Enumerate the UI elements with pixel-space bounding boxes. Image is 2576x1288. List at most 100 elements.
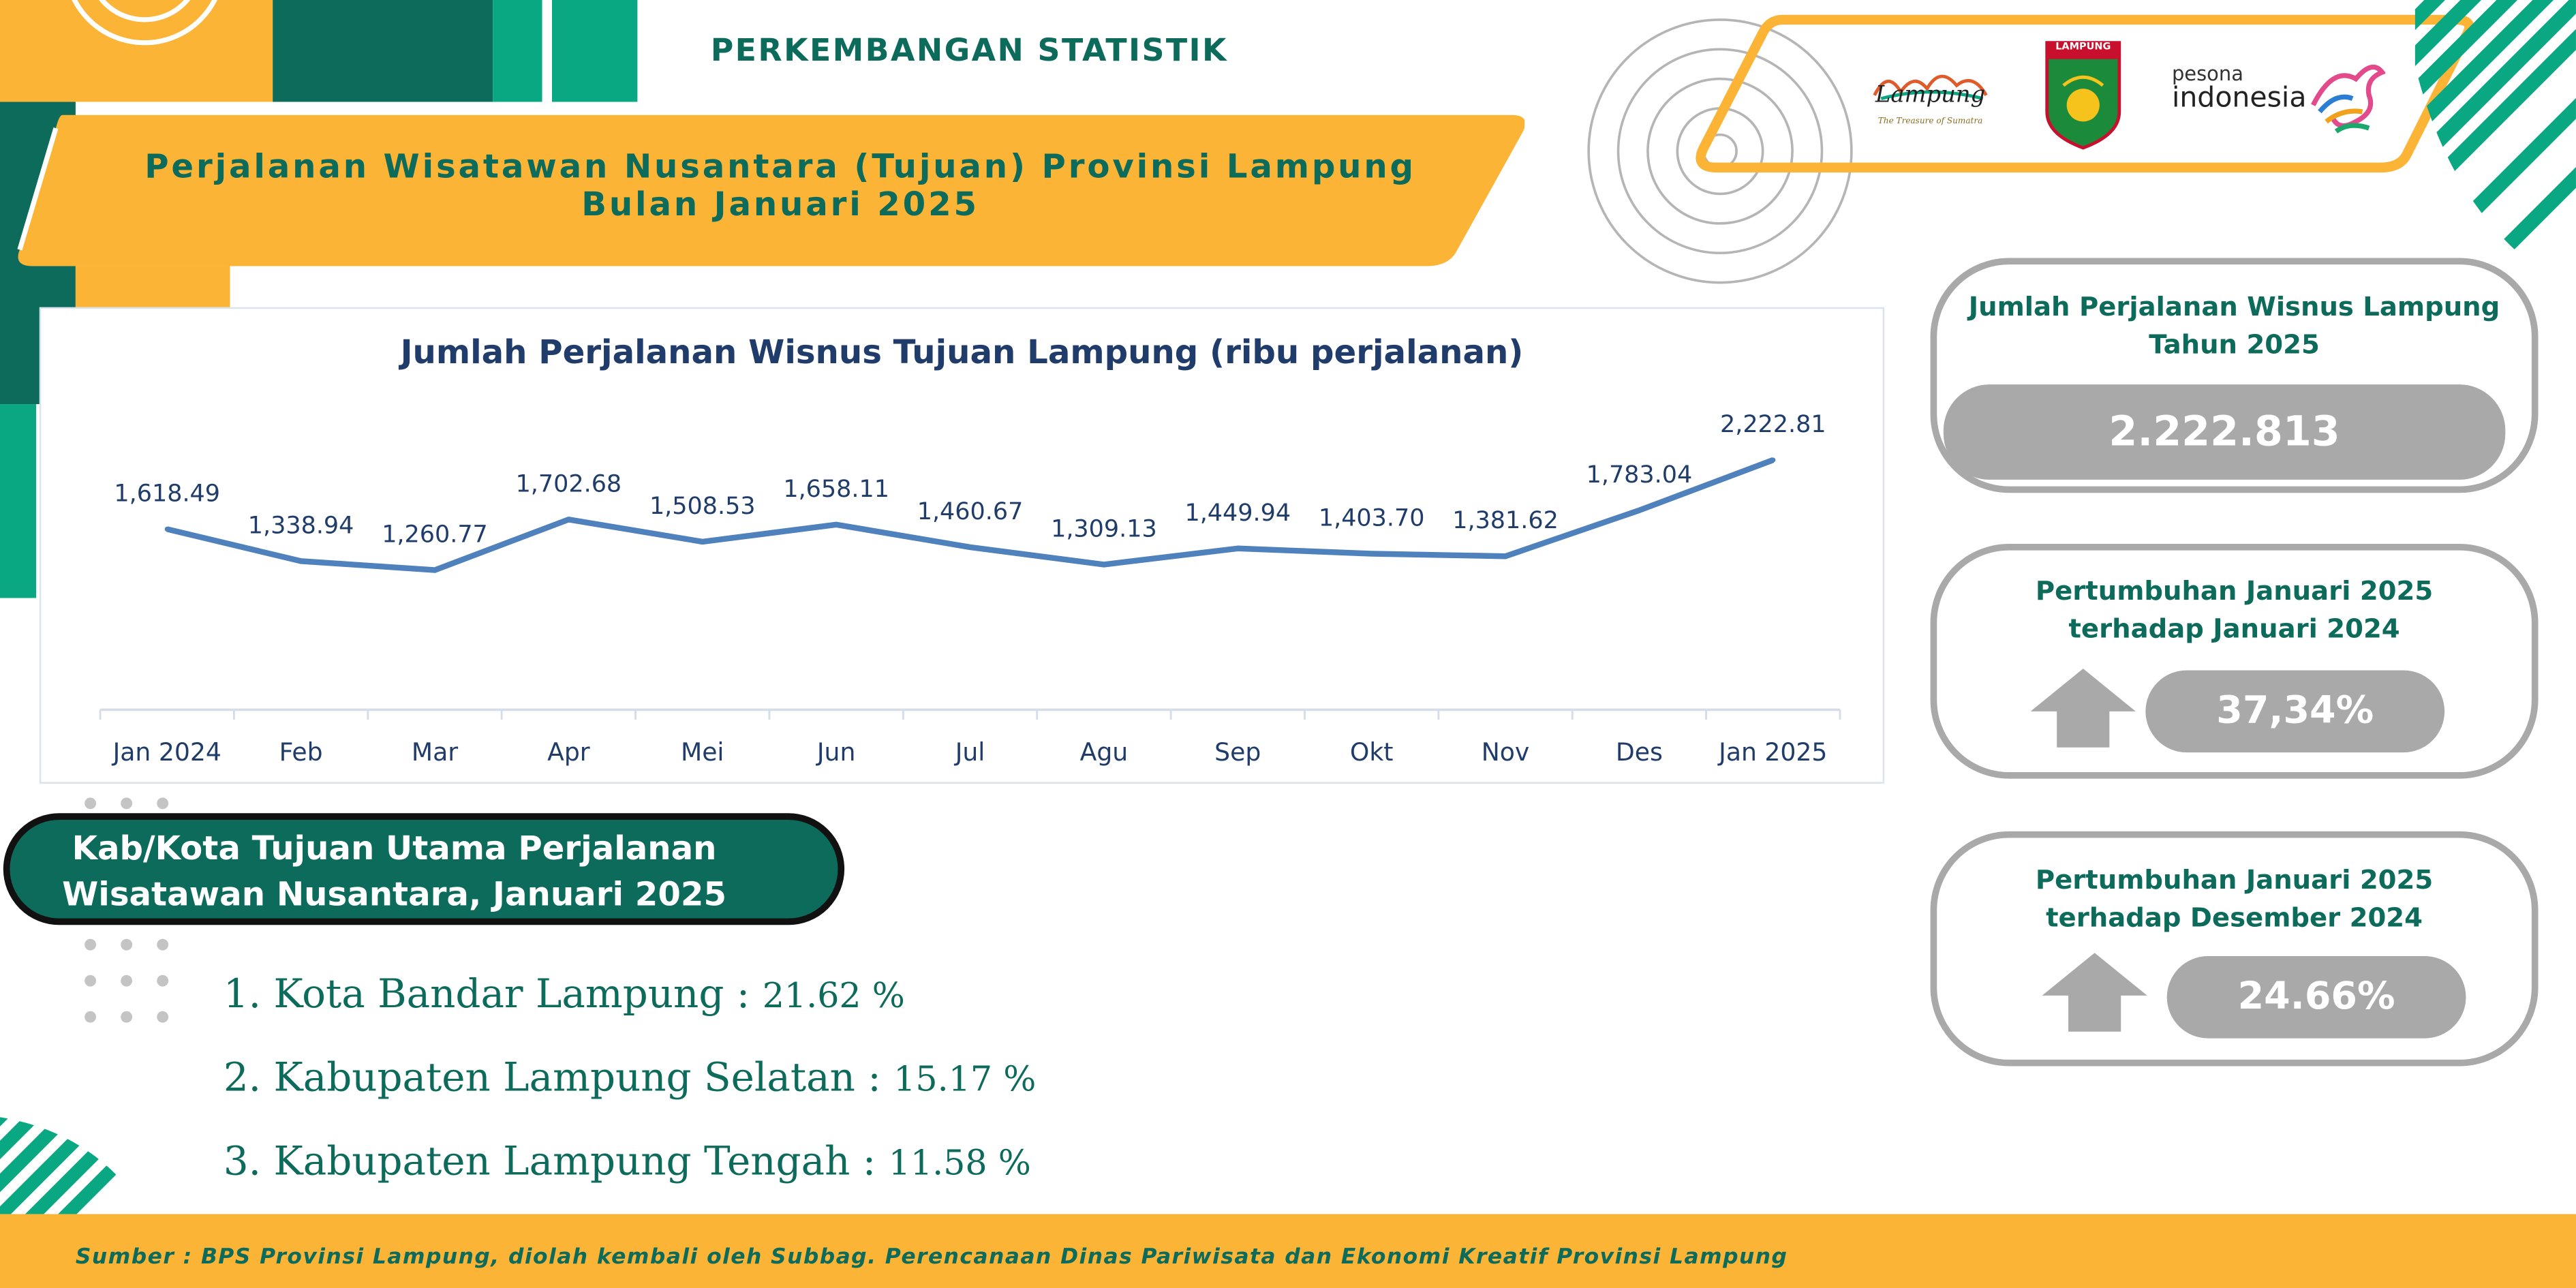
data-label: 1,403.70 [1319, 505, 1425, 532]
data-label: 1,449.94 [1184, 500, 1291, 527]
lampung-logo-text: Lampung [1875, 82, 1986, 109]
total-trips-title-line1: Jumlah Perjalanan Wisnus Lampung [1968, 290, 2500, 322]
data-point [164, 526, 170, 532]
mom-growth-value: 24.66% [2166, 956, 2466, 1039]
line-chart: 1,618.49 Jan 2024 1,338.94 Feb 1,260.77 Mar 1,… [99, 411, 1841, 767]
title-banner [17, 114, 1525, 266]
decor-left-green [0, 404, 37, 598]
data-label: 2,222.81 [1720, 411, 1826, 438]
total-trips-title-line2: Tahun 2025 [2149, 328, 2320, 360]
data-point [566, 517, 571, 522]
destination-separator: : [862, 1138, 876, 1185]
data-point [432, 567, 438, 573]
destination-value: 11.58 % [888, 1143, 1031, 1183]
decor-dots-lower [85, 938, 169, 1023]
destination-value: 15.17 % [893, 1059, 1037, 1099]
data-label: 1,783.04 [1586, 461, 1693, 489]
destination-rank: 2. [223, 1054, 262, 1101]
decor-dots-upper [85, 797, 169, 810]
total-trips-value: 2.222.813 [1943, 384, 2506, 480]
data-point [1770, 457, 1776, 463]
x-tick-label: Jun [816, 737, 856, 767]
destination-rank: 1. [223, 970, 262, 1017]
data-label: 1,260.77 [382, 521, 488, 549]
page-header-title: PERKEMBANGAN STATISTIK [710, 33, 1228, 70]
destination-item-3: 3. Kabupaten Lampung Tengah : 11.58 % [224, 1139, 1031, 1184]
destination-item-1: 1. Kota Bandar Lampung : 21.62 % [224, 971, 905, 1017]
data-point [1101, 562, 1107, 568]
x-tick-label: Apr [547, 737, 590, 767]
decor-teal-block-top [273, 0, 493, 102]
x-tick-label: Mei [681, 737, 724, 767]
data-label: 1,338.94 [248, 512, 354, 539]
x-tick-label: Sep [1214, 737, 1261, 767]
x-tick-label: Feb [279, 737, 323, 767]
yoy-growth-title-line1: Pertumbuhan Januari 2025 [2035, 574, 2434, 607]
lampung-logo-tagline: The Treasure of Sumatra [1877, 117, 1983, 127]
mom-growth-title: Pertumbuhan Januari 2025 terhadap Desemb… [1931, 861, 2539, 936]
data-point [1369, 551, 1375, 557]
arrow-up-icon [2042, 953, 2147, 1032]
x-tick-label: Jan 2024 [112, 737, 221, 767]
lampung-crest-icon [2045, 41, 2121, 150]
banner-title-line1: Perjalanan Wisatawan Nusantara (Tujuan) … [144, 146, 1416, 186]
data-point [1503, 553, 1508, 559]
yoy-growth-title-line2: terhadap Januari 2024 [2068, 613, 2400, 644]
data-point [967, 545, 973, 550]
x-tick-label: Agu [1080, 737, 1129, 767]
destination-rank: 3. [223, 1138, 262, 1185]
pesona-indonesia-logo: pesona indonesia [2168, 63, 2382, 145]
yoy-growth-value: 37,34% [2145, 670, 2445, 753]
decor-left-orange [75, 266, 230, 309]
destination-separator: : [736, 970, 750, 1017]
yoy-growth-title: Pertumbuhan Januari 2025 terhadap Januar… [1931, 572, 2539, 647]
x-tick-label: Jul [954, 737, 985, 767]
x-tick-label: Des [1616, 737, 1663, 767]
mom-growth-title-line2: terhadap Desember 2024 [2046, 902, 2423, 934]
data-label: 1,381.62 [1452, 507, 1559, 534]
lampung-crest-label: LAMPUNG [2055, 41, 2111, 53]
x-tick-label: Okt [1350, 737, 1394, 767]
decor-circles-topleft [72, 0, 218, 46]
data-label: 1,309.13 [1051, 515, 1157, 542]
lampung-logo: Lampung The Treasure of Sumatra [1865, 63, 1996, 135]
data-label: 1,658.11 [783, 476, 889, 503]
decor-stripe-top [542, 0, 552, 102]
decor-stripes-bottomleft [0, 1117, 148, 1216]
banner-title-line2: Bulan Januari 2025 [581, 183, 979, 224]
total-trips-title: Jumlah Perjalanan Wisnus Lampung Tahun 2… [1931, 288, 2539, 363]
data-point [700, 539, 705, 545]
footer-source: Sumber : BPS Provinsi Lampung, diolah ke… [75, 1245, 1788, 1270]
x-tick-label: Jan 2025 [1717, 737, 1827, 767]
destination-separator: : [868, 1054, 881, 1101]
decor-green-block-top [493, 0, 638, 102]
garuda-bird-icon [2311, 64, 2386, 134]
footer-bar [0, 1214, 2576, 1288]
destination-value: 21.62 % [762, 975, 905, 1015]
data-point [298, 558, 304, 564]
logo-frame [1696, 14, 2474, 173]
lampung-logo-mark [1873, 74, 1988, 100]
pesona-small-text: pesona [2171, 62, 2243, 86]
destinations-header-pill [3, 813, 845, 925]
data-label: 1,702.68 [516, 470, 622, 497]
destination-name: Kota Bandar Lampung [273, 970, 724, 1017]
destinations-header-line1: Kab/Kota Tujuan Utama Perjalanan [72, 827, 717, 868]
arrow-up-icon [2030, 669, 2136, 748]
data-point [1636, 508, 1642, 513]
x-tick-label: Nov [1482, 737, 1530, 767]
destination-name: Kabupaten Lampung Tengah [273, 1138, 850, 1185]
data-point [1235, 546, 1240, 551]
destinations-header: Kab/Kota Tujuan Utama Perjalanan Wisataw… [16, 825, 772, 917]
x-tick-label: Mar [412, 737, 458, 767]
chart-title: Jumlah Perjalanan Wisnus Tujuan Lampung … [400, 331, 1524, 371]
data-label: 1,508.53 [649, 493, 756, 520]
banner-title: Perjalanan Wisatawan Nusantara (Tujuan) … [65, 146, 1494, 224]
pesona-big-text: indonesia [2171, 82, 2307, 115]
data-label: 1,618.49 [114, 480, 220, 507]
data-point [833, 522, 839, 527]
destination-item-2: 2. Kabupaten Lampung Selatan : 15.17 % [224, 1055, 1036, 1101]
data-label: 1,460.67 [917, 498, 1024, 525]
decor-stripes-topright [2414, 0, 2576, 263]
